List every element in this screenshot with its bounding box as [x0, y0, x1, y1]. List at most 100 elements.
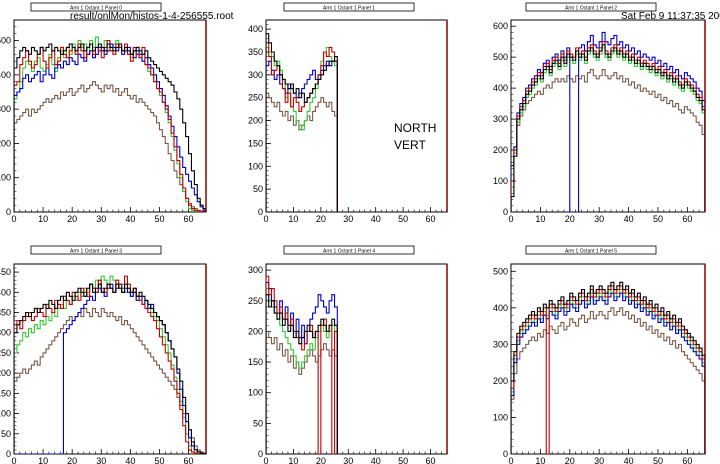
x-tick-label: 20: [316, 214, 326, 224]
y-tick-label: 250: [248, 93, 263, 103]
x-tick-label: 10: [535, 214, 545, 224]
x-tick-label: 10: [535, 456, 545, 464]
y-tick-label: 100: [0, 173, 11, 183]
series-group: [14, 36, 206, 212]
chart-panel-0: Arm 1 Octant 1 Panel 0 0 10 20 30 40 50 60 0 100 2…: [0, 2, 207, 224]
y-tick-label: 350: [0, 308, 11, 318]
chart-title: Arm 1 Octant 1 Panel 3: [70, 249, 122, 255]
y-tick-label: 0: [258, 207, 263, 217]
series-red: [14, 40, 206, 212]
series-black: [511, 281, 705, 454]
x-tick-label: 50: [154, 456, 164, 464]
x-tick-label: 20: [565, 214, 575, 224]
x-tick-label: 30: [96, 214, 106, 224]
series-red: [266, 42, 341, 212]
y-tick-label: 150: [248, 138, 263, 148]
y-tick-label: 300: [493, 339, 508, 349]
annotation-vert: VERT: [394, 138, 426, 152]
x-tick-label: 30: [594, 456, 604, 464]
y-tick-label: 0: [503, 207, 508, 217]
x-tick-label: 60: [682, 456, 692, 464]
x-tick-label: 60: [184, 214, 194, 224]
y-tick-label: 300: [0, 104, 11, 114]
chart-title-box: [283, 2, 415, 12]
y-tick-label: 500: [493, 266, 508, 276]
file-label: result/onlMon/histos-1-4-256555.root: [70, 11, 234, 22]
x-tick-label: 10: [38, 456, 48, 464]
x-tick-label: 60: [426, 456, 436, 464]
x-tick-label: 0: [11, 214, 16, 224]
y-tick-label: 300: [0, 328, 11, 338]
series-group: [14, 275, 206, 454]
y-tick-label: 200: [0, 368, 11, 378]
y-tick-label: 400: [493, 83, 508, 93]
series-group: [511, 31, 705, 212]
x-tick-label: 20: [67, 214, 77, 224]
chart-panel-5: Arm 1 Octant 1 Panel 5 0 10 20 30 40 50 60 0 100 2…: [493, 245, 706, 464]
x-tick-label: 20: [67, 456, 77, 464]
y-tick-label: 100: [493, 176, 508, 186]
series-blue: [511, 292, 705, 454]
x-tick-label: 0: [263, 456, 268, 464]
y-tick-label: 200: [0, 138, 11, 148]
x-tick-label: 60: [426, 214, 436, 224]
y-tick-label: 100: [248, 388, 263, 398]
y-tick-label: 250: [0, 348, 11, 358]
series-brown: [14, 81, 206, 212]
series-black: [511, 44, 705, 212]
chart-title: Arm 1 Octant 1 Panel 1: [323, 6, 375, 12]
x-tick-label: 30: [343, 214, 353, 224]
y-tick-label: 200: [493, 376, 508, 386]
y-tick-label: 300: [493, 114, 508, 124]
y-tick-label: 50: [253, 418, 263, 428]
y-tick-label: 350: [248, 47, 263, 57]
y-tick-label: 50: [253, 184, 263, 194]
y-tick-label: 0: [258, 449, 263, 459]
y-tick-label: 150: [0, 388, 11, 398]
x-tick-label: 60: [682, 214, 692, 224]
x-tick-label: 0: [263, 214, 268, 224]
x-tick-label: 0: [11, 456, 16, 464]
y-tick-label: 400: [0, 287, 11, 297]
series-group: [266, 275, 341, 454]
series-green: [511, 47, 705, 212]
series-group: [511, 281, 705, 454]
y-tick-label: 0: [503, 449, 508, 459]
x-tick-label: 10: [288, 456, 298, 464]
chart-panel-2: Arm 1 Octant 1 Panel 20 10 20 30 40 50 6001002…: [493, 2, 706, 224]
y-tick-label: 500: [493, 52, 508, 62]
x-tick-label: 30: [96, 456, 106, 464]
x-tick-label: 0: [508, 456, 513, 464]
series-blue: [266, 60, 341, 212]
series-black: [14, 283, 206, 454]
x-tick-label: 40: [624, 456, 634, 464]
y-tick-label: 0: [6, 207, 11, 217]
series-black: [266, 33, 341, 212]
x-tick-label: 50: [154, 214, 164, 224]
series-brown: [14, 307, 206, 454]
y-tick-label: 200: [248, 326, 263, 336]
chart-panel-1: Arm 1 Octant 1 Panel 1 0 10 20 30 40 50 60 0 50 10…: [248, 2, 448, 224]
chart-title-box: [30, 2, 162, 12]
chart-title: Arm 1 Octant 1 Panel 0: [70, 6, 122, 12]
series-brown: [266, 92, 341, 212]
y-tick-label: 600: [493, 21, 508, 31]
series-green: [266, 46, 341, 212]
x-tick-label: 10: [288, 214, 298, 224]
x-tick-label: 40: [125, 456, 135, 464]
x-tick-label: 10: [38, 214, 48, 224]
chart-title: Arm 1 Octant 1 Panel 5: [565, 249, 617, 255]
chart-title: Arm 1 Octant 1 Panel 4: [323, 249, 375, 255]
chart-panel-4: Arm 1 Octant 1 Panel 4 0 10 20 30 40 50 60 0 50 10…: [248, 245, 448, 464]
x-tick-label: 0: [508, 214, 513, 224]
chart-title-box: [283, 245, 415, 255]
chart-title-box: [525, 245, 657, 255]
x-tick-label: 60: [184, 456, 194, 464]
x-tick-label: 20: [316, 456, 326, 464]
y-tick-label: 400: [0, 70, 11, 80]
series-brown: [511, 69, 705, 212]
x-tick-label: 50: [653, 214, 663, 224]
x-tick-label: 40: [371, 214, 381, 224]
x-tick-label: 40: [371, 456, 381, 464]
